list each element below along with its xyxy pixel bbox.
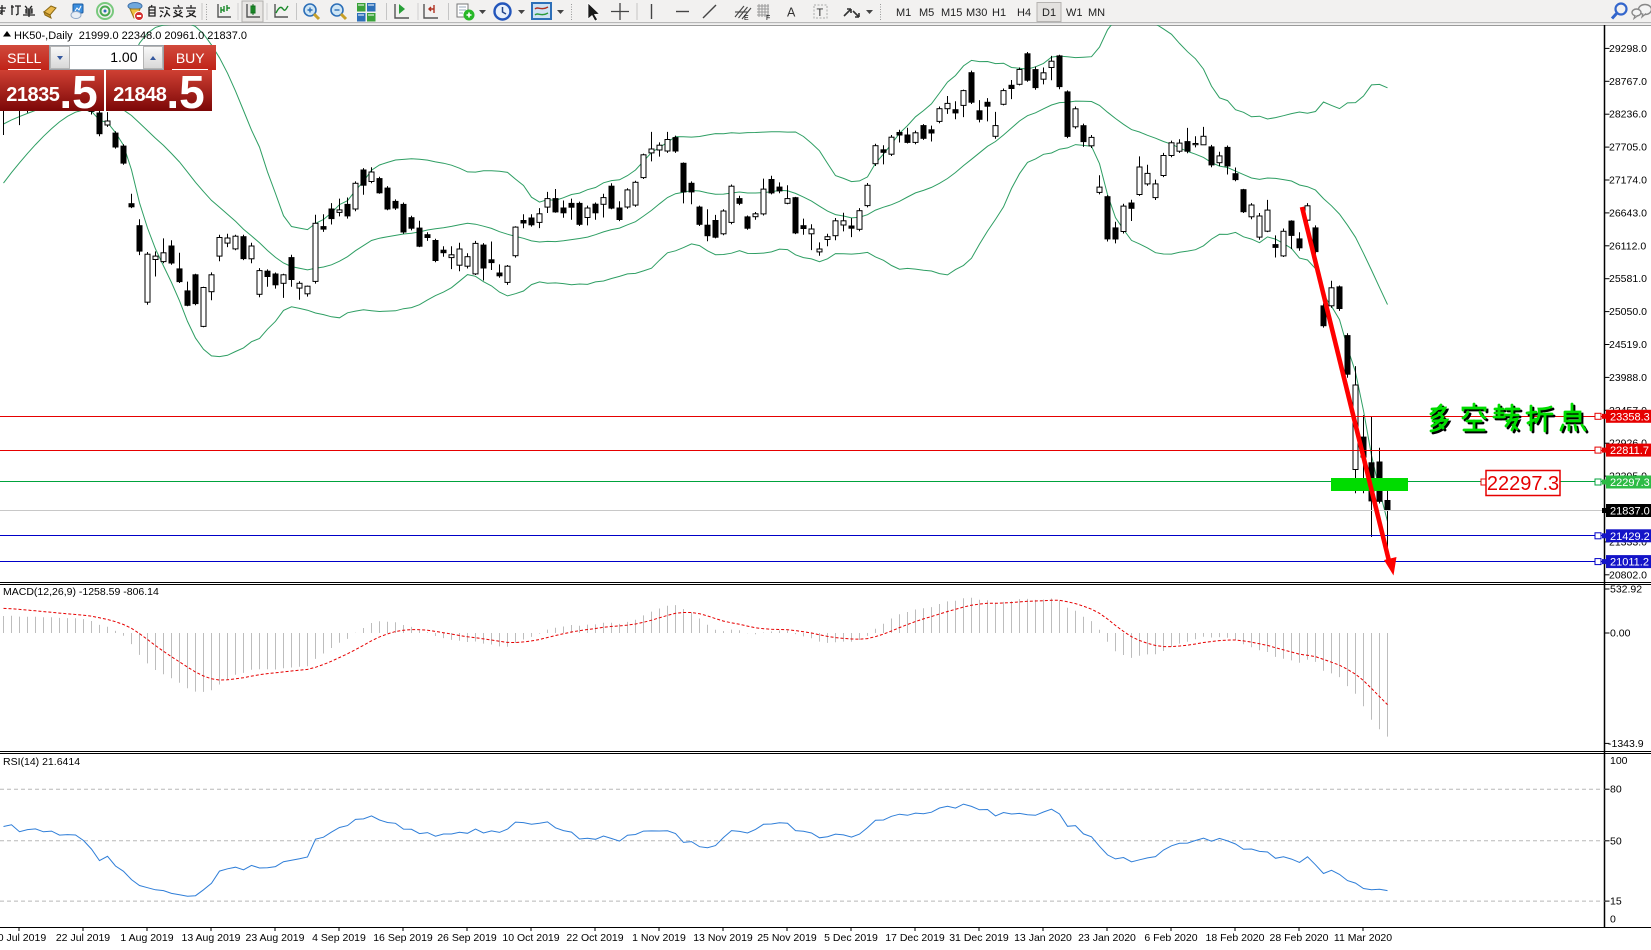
svg-text:0.00: 0.00 [1610,628,1631,640]
svg-text:H4: H4 [1017,7,1031,19]
svg-text:26 Sep 2019: 26 Sep 2019 [437,932,497,944]
svg-text:27705.0: 27705.0 [1609,142,1647,154]
svg-text:28767.0: 28767.0 [1609,76,1647,88]
svg-text:28236.0: 28236.0 [1609,109,1647,121]
svg-text:13 Aug 2019: 13 Aug 2019 [182,932,241,944]
svg-text:22297.3: 22297.3 [1610,477,1650,489]
svg-text:532.92: 532.92 [1610,584,1642,596]
svg-text:23 Aug 2019: 23 Aug 2019 [246,932,305,944]
svg-text:21837.0: 21837.0 [1610,506,1650,518]
svg-text:D1: D1 [1042,7,1056,19]
svg-text:23988.0: 23988.0 [1609,372,1647,384]
svg-text:10 Oct 2019: 10 Oct 2019 [502,932,559,944]
svg-text:21429.2: 21429.2 [1610,531,1650,543]
svg-text:25581.0: 25581.0 [1609,273,1647,285]
svg-text:4 Sep 2019: 4 Sep 2019 [312,932,366,944]
svg-text:1 Nov 2019: 1 Nov 2019 [632,932,686,944]
svg-text:50: 50 [1610,835,1622,847]
svg-text:5 Dec 2019: 5 Dec 2019 [824,932,878,944]
svg-text:1 Aug 2019: 1 Aug 2019 [120,932,173,944]
svg-text:27174.0: 27174.0 [1609,175,1647,187]
svg-text:M1: M1 [896,7,911,19]
svg-text:23358.3: 23358.3 [1610,411,1650,423]
svg-text:23 Jan 2020: 23 Jan 2020 [1078,932,1136,944]
svg-text:T: T [817,7,824,19]
svg-text:MN: MN [1088,7,1105,19]
svg-text:100: 100 [1610,755,1628,767]
svg-text:11 Mar 2020: 11 Mar 2020 [1334,932,1392,944]
svg-text:E: E [744,15,749,22]
svg-text:-1343.9: -1343.9 [1608,738,1644,750]
svg-text:22297.3: 22297.3 [1487,473,1559,495]
svg-text:HK50-,Daily 21999.0 22348.0 2: HK50-,Daily 21999.0 22348.0 20961.0 2183… [14,30,247,42]
svg-text:16 Sep 2019: 16 Sep 2019 [373,932,433,944]
svg-text:F: F [766,15,770,22]
svg-text:18 Feb 2020: 18 Feb 2020 [1206,932,1265,944]
svg-text:0: 0 [1610,914,1616,926]
svg-text:H1: H1 [992,7,1006,19]
svg-text:22 Jul 2019: 22 Jul 2019 [56,932,110,944]
svg-text:MACD(12,26,9) -1258.59 -806.14: MACD(12,26,9) -1258.59 -806.14 [3,586,159,598]
svg-text:RSI(14) 21.6414: RSI(14) 21.6414 [3,756,80,768]
svg-text:10 Jul 2019: 10 Jul 2019 [0,932,46,944]
svg-text:15: 15 [1610,896,1622,908]
svg-text:28 Feb 2020: 28 Feb 2020 [1270,932,1329,944]
svg-text:13 Nov 2019: 13 Nov 2019 [693,932,753,944]
svg-text:26112.0: 26112.0 [1609,240,1646,252]
svg-text:31 Dec 2019: 31 Dec 2019 [949,932,1009,944]
svg-text:13 Jan 2020: 13 Jan 2020 [1014,932,1072,944]
svg-text:17 Dec 2019: 17 Dec 2019 [885,932,945,944]
svg-text:25 Nov 2019: 25 Nov 2019 [757,932,817,944]
svg-text:W1: W1 [1066,7,1083,19]
svg-text:22811.7: 22811.7 [1610,445,1649,457]
svg-text:21011.2: 21011.2 [1610,557,1649,569]
svg-text:24519.0: 24519.0 [1609,339,1647,351]
svg-text:25050.0: 25050.0 [1609,306,1647,318]
svg-text:A: A [787,6,796,20]
svg-text:20802.0: 20802.0 [1609,569,1647,581]
svg-text:29298.0: 29298.0 [1609,43,1647,55]
svg-text:26643.0: 26643.0 [1609,207,1647,219]
svg-text:6 Feb 2020: 6 Feb 2020 [1144,932,1197,944]
svg-text:M30: M30 [966,7,987,19]
svg-text:M5: M5 [919,7,934,19]
svg-text:22 Oct 2019: 22 Oct 2019 [566,932,623,944]
svg-text:M15: M15 [941,7,962,19]
svg-text:80: 80 [1610,784,1622,796]
